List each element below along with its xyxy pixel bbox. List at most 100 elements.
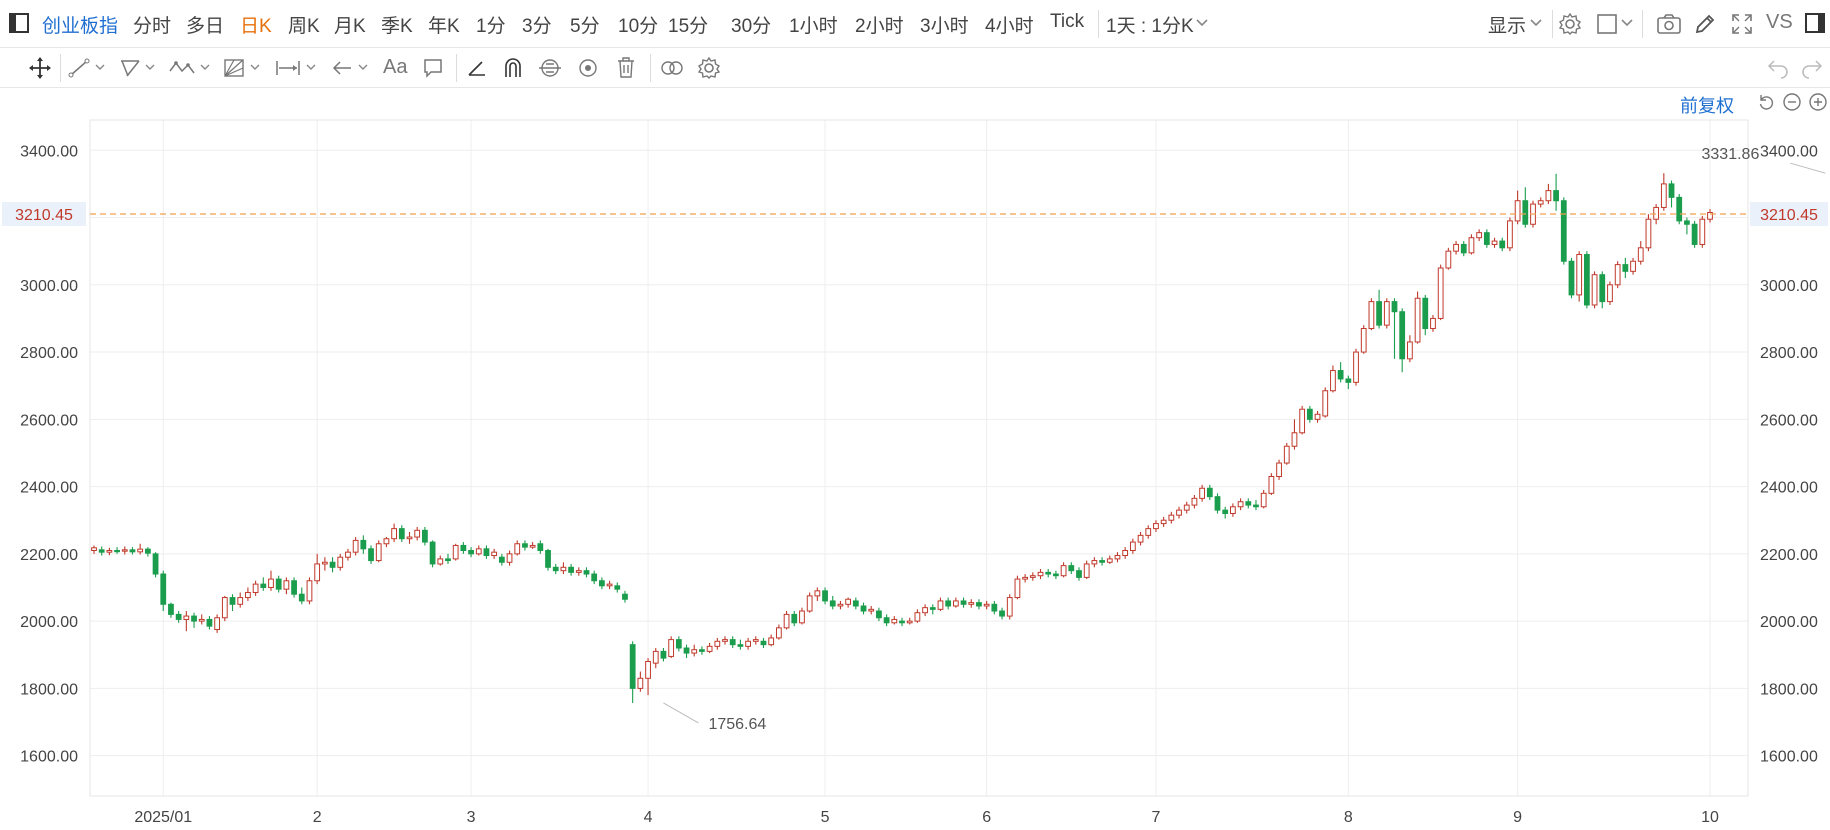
chevron-down-icon[interactable] [250, 64, 260, 72]
reset-icon[interactable] [1756, 92, 1776, 112]
candle-body [1106, 558, 1113, 563]
gann-tool-icon[interactable] [222, 57, 246, 79]
zoom-in-icon[interactable] [1808, 92, 1828, 112]
zoom-out-icon[interactable] [1782, 92, 1802, 112]
candlestick-chart[interactable]: 1600.00 1600.00 1800.00 1800.00 2000.00 2000.… [0, 88, 1830, 830]
trend-line-icon[interactable] [68, 58, 90, 78]
candle-body [822, 590, 828, 602]
top-bar: 创业板指 分时 多日 日K 周K 月K 季K 年K 1分 3分 5分 10分 15分 30分 1小时 2小时… [0, 0, 1830, 48]
plot-area-border [89, 119, 1749, 797]
layout-square-icon[interactable] [1596, 13, 1618, 35]
candle [1507, 217, 1513, 252]
fullscreen-icon[interactable] [1730, 12, 1754, 36]
candle [375, 540, 382, 563]
candle-body [506, 553, 513, 563]
link-icon[interactable] [658, 57, 686, 79]
candle-body [298, 593, 305, 602]
display-menu-button[interactable]: 显示 [1488, 16, 1527, 37]
period-tab[interactable]: Tick [1050, 11, 1085, 32]
text-tool-button[interactable]: Aa [383, 56, 408, 78]
candle [660, 648, 667, 662]
candle-body [1068, 565, 1075, 572]
candle-body [483, 548, 490, 557]
annotation-label: 3331.86 [1702, 146, 1760, 163]
period-tab[interactable]: 分时 [133, 16, 172, 37]
gear-icon[interactable] [1558, 12, 1582, 36]
candle-body [368, 548, 374, 562]
candle [121, 546, 128, 555]
candle [599, 577, 605, 590]
chevron-down-icon[interactable] [200, 64, 210, 72]
candle [952, 597, 959, 608]
candle-body [1014, 578, 1021, 599]
measure-tool-icon[interactable] [274, 57, 302, 79]
period-tab[interactable]: 30分 [731, 16, 772, 37]
period-tab[interactable]: 月K [334, 16, 366, 37]
candle-body [606, 583, 613, 587]
candle-body [1006, 597, 1013, 617]
candle-body [1699, 218, 1706, 245]
candle [144, 547, 151, 557]
candle-body [291, 580, 297, 595]
candle-body [845, 598, 852, 605]
candle-body [1376, 301, 1382, 326]
candle [298, 587, 305, 605]
eye-icon[interactable] [577, 57, 599, 79]
candle [168, 602, 174, 618]
candle [1707, 209, 1713, 223]
move-icon[interactable] [28, 56, 52, 80]
period-tab[interactable]: 年K [428, 16, 460, 37]
chevron-down-icon[interactable] [1530, 18, 1542, 28]
chevron-down-icon[interactable] [1621, 18, 1633, 28]
index-title[interactable]: 创业板指 [42, 16, 119, 37]
candle-body [1022, 576, 1029, 580]
period-dropdown[interactable]: 1天 : 1分K [1106, 16, 1194, 37]
lock-drawing-icon[interactable] [537, 56, 563, 80]
period-tab[interactable]: 周K [288, 16, 320, 37]
period-tab[interactable]: 1小时 [789, 16, 838, 37]
candle [1099, 557, 1105, 566]
magnet-icon[interactable] [502, 56, 524, 80]
wave-tool-icon[interactable] [168, 57, 196, 79]
panel-toggle-icon[interactable] [1804, 12, 1826, 34]
comment-icon[interactable] [422, 57, 444, 79]
period-tab[interactable]: 5分 [570, 16, 600, 37]
period-tab[interactable]: 季K [381, 16, 413, 37]
compare-button[interactable]: VS [1766, 11, 1793, 33]
candle-body [783, 613, 790, 629]
gear-icon[interactable] [697, 56, 721, 80]
period-tab[interactable]: 日K [240, 16, 272, 37]
chevron-down-icon[interactable] [306, 64, 316, 72]
candle-body [445, 558, 451, 562]
trash-icon[interactable] [615, 56, 637, 80]
period-tab[interactable]: 15分 [668, 16, 709, 37]
period-tab[interactable]: 多日 [186, 16, 225, 37]
redo-icon[interactable] [1800, 57, 1824, 79]
candle [860, 602, 867, 615]
divider [1098, 10, 1099, 38]
sidebar-toggle-icon[interactable] [8, 12, 30, 34]
price-adjust-button[interactable]: 前复权 [1680, 96, 1734, 116]
period-tab[interactable]: 3小时 [920, 16, 969, 37]
period-tab[interactable]: 4小时 [985, 16, 1034, 37]
candle [1437, 264, 1444, 321]
candle-body [1391, 301, 1398, 313]
chevron-down-icon[interactable] [1196, 18, 1208, 28]
pencil-icon[interactable] [1693, 12, 1717, 36]
period-tab[interactable]: 1分 [476, 16, 506, 37]
period-tab[interactable]: 2小时 [855, 16, 904, 37]
undo-icon[interactable] [1766, 57, 1790, 79]
chevron-down-icon[interactable] [358, 64, 368, 72]
y-tick-label-left: 2000.00 [20, 614, 78, 631]
candle [937, 597, 944, 612]
period-tab[interactable]: 3分 [522, 16, 552, 37]
period-tab[interactable]: 10分 [618, 16, 659, 37]
camera-icon[interactable] [1656, 13, 1682, 35]
angle-tool-icon[interactable] [466, 57, 488, 79]
candle-body [221, 597, 228, 619]
chevron-down-icon[interactable] [95, 64, 105, 72]
channel-tool-icon[interactable] [118, 57, 142, 79]
arrow-tool-icon[interactable] [330, 57, 354, 79]
chevron-down-icon[interactable] [145, 64, 155, 72]
candle-body [1260, 492, 1267, 508]
